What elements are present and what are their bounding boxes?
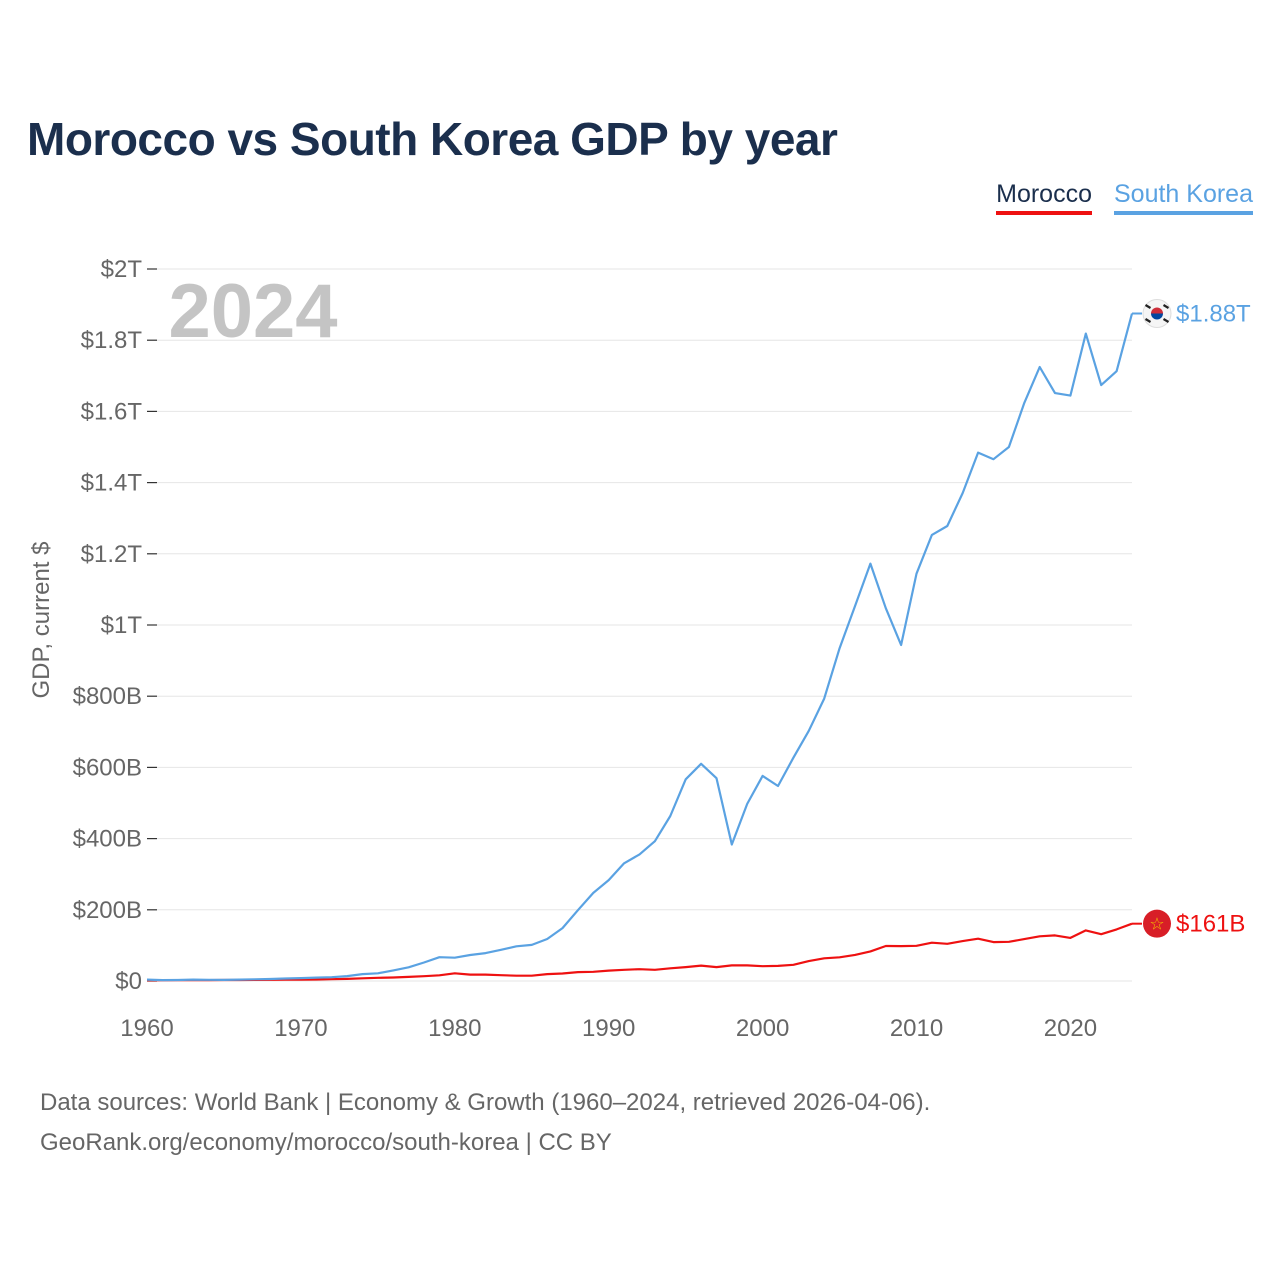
x-tick-label: 1980: [428, 1015, 481, 1042]
x-tick-label: 1990: [582, 1015, 635, 1042]
chart-title: Morocco vs South Korea GDP by year: [27, 113, 838, 165]
y-tick-label: $1.2T: [81, 541, 143, 568]
y-tick-label: $600B: [73, 754, 142, 781]
y-tick-label: $1.6T: [81, 398, 143, 425]
y-tick-label: $1.8T: [81, 327, 143, 354]
legend-item-south-korea[interactable]: South Korea: [1114, 180, 1253, 215]
y-tick-label: $400B: [73, 826, 142, 853]
y-tick-label: $2T: [101, 256, 143, 283]
x-tick-label: 1960: [120, 1015, 173, 1042]
x-tick-label: 2020: [1044, 1015, 1097, 1042]
legend-item-morocco[interactable]: Morocco: [996, 180, 1092, 215]
footer-sources: Data sources: World Bank | Economy & Gro…: [40, 1089, 931, 1116]
morocco-flag-icon: [1143, 909, 1171, 938]
footer: Data sources: World Bank | Economy & Gro…: [40, 1083, 930, 1163]
y-axis-label: GDP, current $: [28, 542, 55, 699]
end-value-label-morocco: $161B: [1176, 911, 1245, 938]
series-line-morocco[interactable]: [147, 922, 1133, 982]
trigram-icon: [1144, 318, 1152, 323]
series-line-south-korea[interactable]: [146, 313, 1134, 982]
footer-attribution[interactable]: GeoRank.org/economy/morocco/south-korea …: [40, 1129, 612, 1156]
end-value-label-south-korea: $1.88T: [1176, 301, 1251, 328]
x-tick-label: 1970: [274, 1015, 327, 1042]
year-watermark: 2024: [168, 269, 337, 354]
trigram-icon: [1162, 304, 1170, 309]
y-tick-label: $1T: [101, 612, 143, 639]
x-tick-label: 2010: [890, 1015, 943, 1042]
legend: Morocco South Korea: [996, 180, 1253, 215]
morocco-flag-star-icon: ☆: [1149, 915, 1164, 935]
trigram-icon: [1144, 304, 1152, 309]
trigram-icon: [1162, 318, 1170, 323]
y-tick-label: $800B: [73, 683, 142, 710]
gdp-line-chart: $0 $200B $400B $600B $800B $1T $1.2T $1.4T $1.6T…: [28, 256, 1251, 1042]
y-tick-label: $0: [115, 968, 142, 995]
y-tick-label: $1.4T: [81, 470, 143, 497]
taegeuk-blue-icon: [1151, 313, 1163, 320]
taegeuk-red-icon: [1151, 307, 1163, 314]
x-tick-label: 2000: [736, 1015, 789, 1042]
y-tick-label: $200B: [73, 897, 142, 924]
